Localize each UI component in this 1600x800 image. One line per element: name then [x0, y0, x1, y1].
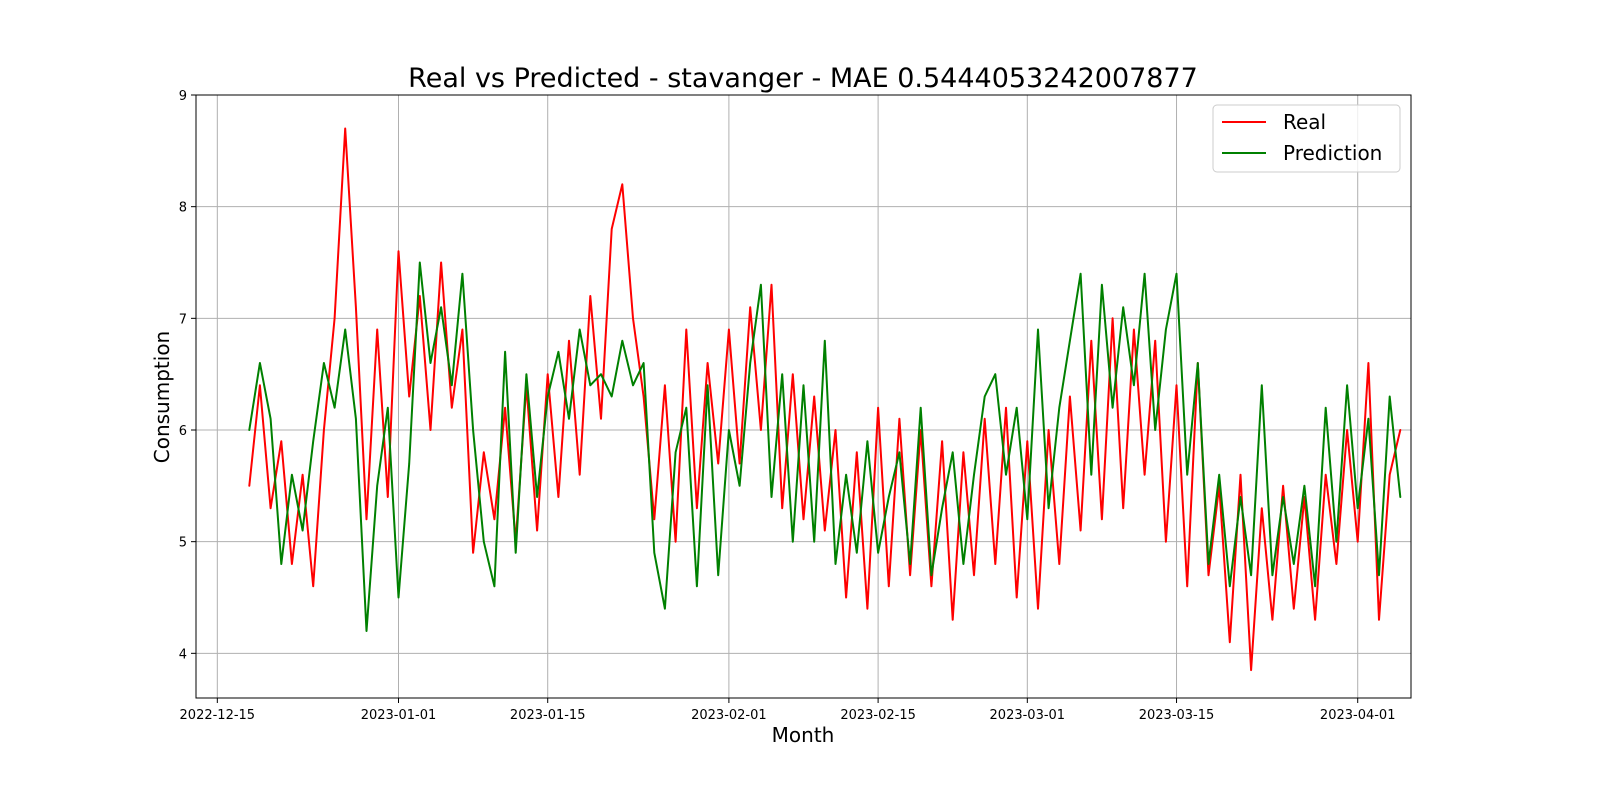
legend: Real Prediction — [1212, 104, 1401, 173]
x-tick-label: 2023-01-15 — [510, 708, 586, 723]
x-tick-label: 2023-01-01 — [361, 708, 437, 723]
x-axis: 2022-12-15 2023-01-01 2023-01-15 2023-02-01… — [180, 698, 1396, 723]
y-tick-label: 9 — [179, 89, 187, 104]
y-tick-label: 6 — [179, 424, 187, 439]
y-tick-label: 7 — [179, 312, 187, 327]
x-tick-label: 2023-02-01 — [691, 708, 767, 723]
x-tick-label: 2023-03-15 — [1139, 708, 1215, 723]
y-axis: 4 5 6 7 8 9 — [179, 89, 196, 662]
y-tick-label: 8 — [179, 201, 187, 216]
x-tick-label: 2023-02-15 — [840, 708, 916, 723]
series-line-prediction — [248, 261, 1402, 632]
x-tick-label: 2022-12-15 — [180, 708, 256, 723]
chart-title: Real vs Predicted - stavanger - MAE 0.54… — [408, 63, 1198, 94]
y-axis-title: Consumption — [150, 331, 174, 463]
x-axis-title: Month — [772, 723, 835, 747]
y-tick-label: 5 — [179, 536, 187, 551]
x-tick-label: 2023-03-01 — [990, 708, 1066, 723]
plot-frame — [195, 94, 1412, 699]
series-layer — [248, 127, 1402, 672]
legend-label-real: Real — [1283, 110, 1326, 134]
x-tick-label: 2023-04-01 — [1320, 708, 1396, 723]
legend-label-prediction: Prediction — [1283, 141, 1382, 165]
series-line-real — [248, 127, 1402, 672]
y-tick-label: 4 — [179, 647, 187, 662]
